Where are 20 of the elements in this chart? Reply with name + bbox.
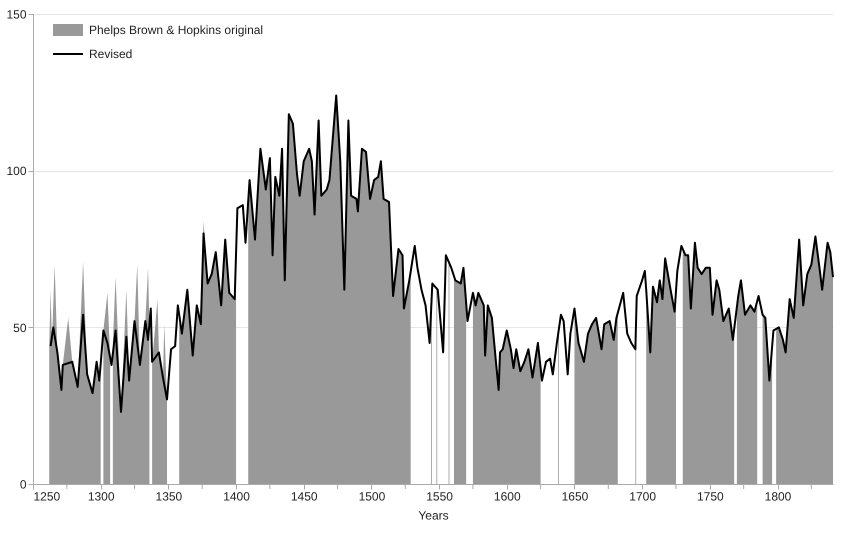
x-tick-label: 1600 [494, 490, 521, 504]
x-tick-label: 1350 [156, 490, 183, 504]
x-tick-label: 1500 [358, 490, 386, 504]
y-tick-label: 50 [13, 320, 27, 335]
legend-label: Revised [89, 47, 132, 61]
x-tick-label: 1450 [290, 490, 318, 504]
x-tick-label: 1700 [629, 490, 656, 504]
x-tick-label: 1650 [562, 490, 589, 504]
x-tick-label: 1550 [426, 490, 454, 504]
x-tick-label: 1300 [88, 490, 115, 504]
y-tick-label: 150 [6, 8, 27, 22]
x-tick-label: 1800 [764, 490, 792, 504]
line-series [50, 94, 834, 413]
x-tick-label: 1750 [696, 490, 724, 504]
x-tick-label: 1400 [223, 490, 250, 504]
legend-label: Phelps Brown & Hopkins original [89, 23, 264, 37]
x-axis-title: Years [418, 508, 449, 522]
y-tick-label: 100 [6, 164, 27, 178]
x-tick-label: 1250 [34, 490, 61, 504]
y-tick-label: 0 [20, 478, 27, 492]
